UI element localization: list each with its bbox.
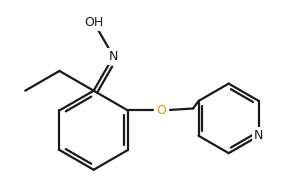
Text: N: N [254, 129, 264, 142]
Text: O: O [156, 104, 166, 117]
Text: N: N [109, 50, 118, 63]
Text: OH: OH [84, 16, 103, 29]
